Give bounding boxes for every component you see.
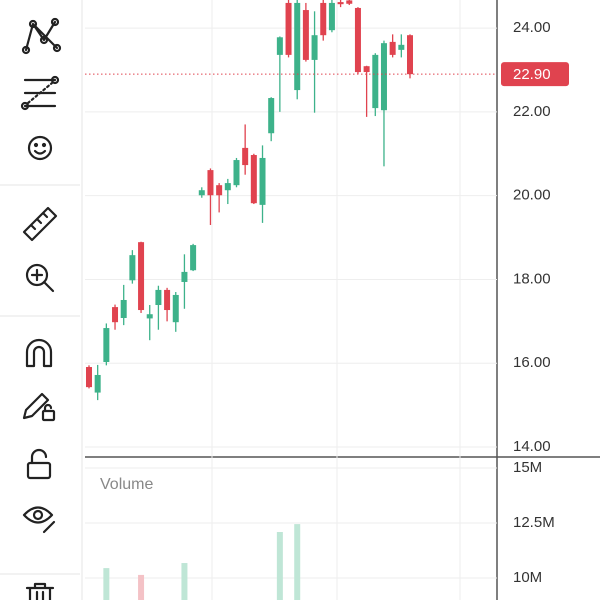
candle-body: [233, 160, 240, 186]
current-price-tag: [501, 62, 569, 87]
candle-body: [164, 289, 171, 311]
volume-pane: [85, 467, 497, 600]
candle-body: [112, 307, 119, 323]
y-tick-label: 22.00: [513, 103, 551, 120]
y-tick-label: 18.00: [513, 270, 551, 287]
volume-title: Volume: [100, 476, 153, 493]
candle-body: [407, 35, 413, 75]
candle-body: [311, 35, 318, 60]
candle-body: [146, 314, 153, 319]
candle-body: [190, 245, 197, 271]
candle-body: [372, 54, 379, 109]
y2-tick-label: 10M: [513, 569, 542, 586]
candle-body: [285, 2, 292, 55]
candle-body: [172, 294, 179, 323]
candle-body: [198, 190, 205, 196]
candle-body: [207, 170, 214, 196]
candle-body: [389, 41, 396, 55]
volume-bar: [138, 574, 145, 600]
candle-body: [250, 155, 257, 204]
candle-body: [216, 185, 223, 196]
candle-body: [259, 157, 266, 205]
candle-body: [120, 299, 127, 318]
candle-body: [276, 37, 283, 55]
y2-tick-label: 15M: [513, 459, 542, 476]
y-tick-label: 24.00: [513, 19, 551, 36]
candle-body: [354, 7, 361, 73]
zoom-tool[interactable]: [25, 263, 55, 293]
candle-body: [337, 2, 344, 5]
candle-body: [86, 367, 92, 388]
candle-body: [380, 43, 387, 111]
candle-body: [328, 2, 335, 31]
candle-body: [346, 0, 353, 4]
y2-tick-label: 12.5M: [513, 514, 555, 531]
candle-body: [155, 289, 162, 306]
candle-body: [94, 374, 101, 393]
candle-body: [268, 98, 275, 134]
lock-drawing-tool[interactable]: [22, 392, 56, 422]
candle-body: [181, 271, 188, 282]
axes: 14.00 16.00 18.00 20.00 22.00 24.00 10M 12.5M 15…: [85, 19, 569, 586]
emoji-tool[interactable]: [27, 135, 53, 161]
candle-body: [224, 183, 231, 191]
pattern-tool[interactable]: [21, 17, 62, 55]
magnet-tool[interactable]: [25, 338, 53, 368]
volume-bar: [276, 532, 283, 600]
y-tick-label: 20.00: [513, 187, 551, 204]
candle-body: [129, 255, 136, 281]
candle-body: [302, 10, 309, 60]
ruler-tool[interactable]: [22, 206, 58, 242]
candle-body: [294, 2, 301, 91]
delete-tool[interactable]: [25, 582, 55, 600]
fib-tool[interactable]: [20, 75, 60, 111]
toolbar: [0, 0, 83, 600]
candle-body: [398, 44, 405, 50]
price-pane: [85, 0, 497, 448]
candle-body: [363, 66, 370, 73]
current-price-label: 22.90: [513, 66, 551, 83]
y-tick-label: 16.00: [513, 354, 551, 371]
volume-bar: [294, 524, 301, 600]
candle-body: [103, 328, 110, 362]
lock-tool[interactable]: [26, 448, 52, 480]
volume-bar: [103, 568, 110, 600]
y-tick-label: 14.00: [513, 438, 551, 455]
candle-body: [320, 2, 327, 36]
volume-bar: [181, 563, 188, 600]
visibility-tool[interactable]: [22, 506, 56, 534]
candle-body: [138, 242, 145, 311]
candle-body: [242, 147, 249, 166]
